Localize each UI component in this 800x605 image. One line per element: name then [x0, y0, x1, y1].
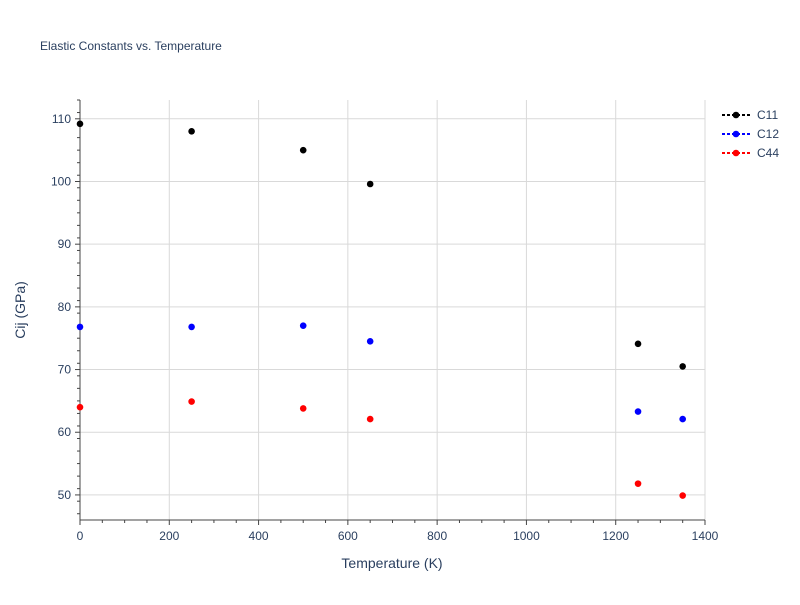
- x-axis-label: Temperature (K): [341, 555, 442, 571]
- point-c11: [188, 128, 195, 135]
- point-c44: [299, 405, 307, 412]
- legend-marker: [732, 130, 740, 138]
- legend-label: C44: [757, 146, 779, 160]
- point-c12: [188, 323, 195, 331]
- legend-item-c44[interactable]: C44: [722, 146, 779, 160]
- x-tick-label: 1400: [692, 529, 719, 543]
- point-c44: [76, 403, 84, 411]
- y-axis-label: Cij (GPa): [12, 281, 28, 339]
- x-tick-label: 600: [338, 529, 358, 543]
- y-tick-label: 80: [58, 300, 72, 314]
- point-c11: [299, 146, 307, 154]
- legend-label: C11: [757, 108, 778, 122]
- y-tick-label: 70: [58, 363, 72, 377]
- y-tick-label: 90: [58, 237, 72, 251]
- legend-item-c11[interactable]: C11: [722, 108, 778, 122]
- x-tick-label: 1000: [513, 529, 540, 543]
- point-c12: [76, 323, 84, 331]
- y-tick-label: 110: [52, 112, 71, 126]
- x-tick-label: 200: [159, 529, 179, 543]
- x-tick-label: 400: [249, 529, 269, 543]
- point-c12: [299, 322, 307, 329]
- point-c12: [366, 338, 374, 345]
- point-c12: [679, 415, 686, 423]
- grid: [79, 100, 706, 520]
- x-tick-label: 1200: [602, 529, 629, 543]
- data-points: [76, 120, 686, 499]
- point-c11: [634, 340, 642, 348]
- legend[interactable]: C11 C12 C44: [722, 108, 779, 160]
- axes: 0 200 400 600 800 1000 1200 1400 50 60 70 80 90 100 11…: [51, 99, 719, 543]
- point-c12: [634, 408, 642, 415]
- legend-item-c12[interactable]: C12: [722, 127, 779, 141]
- legend-marker: [732, 149, 740, 157]
- point-c11: [679, 363, 686, 370]
- legend-label: C12: [757, 127, 779, 141]
- chart-title: Elastic Constants vs. Temperature: [40, 39, 222, 53]
- legend-marker: [732, 111, 740, 119]
- point-c44: [679, 492, 686, 499]
- y-tick-label: 50: [58, 488, 72, 502]
- point-c11: [76, 120, 84, 128]
- y-tick-label: 60: [58, 425, 72, 439]
- y-tick-label: 100: [51, 174, 71, 188]
- point-c44: [188, 398, 195, 405]
- x-tick-label: 0: [77, 529, 84, 543]
- point-c11: [366, 180, 374, 188]
- point-c44: [366, 415, 374, 423]
- point-c44: [634, 480, 642, 487]
- x-tick-label: 800: [427, 529, 447, 543]
